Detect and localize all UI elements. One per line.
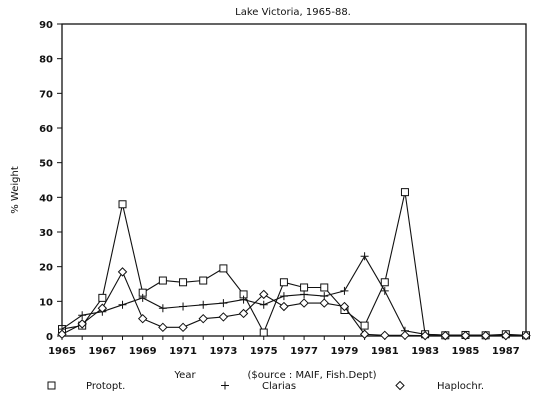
data-point-haplochr (77, 319, 87, 329)
x-tick-label: 1973 (209, 346, 237, 357)
data-point-haplochr (97, 303, 108, 313)
series-line-clarias (61, 255, 527, 336)
legend-marker-protopt (47, 381, 56, 390)
y-tick-label: 0 (46, 332, 53, 343)
data-point-protopt (320, 283, 329, 292)
data-point-haplochr (259, 289, 269, 300)
plot-frame (61, 23, 527, 337)
y-tick-label: 60 (39, 124, 53, 135)
x-tick-label: 1977 (290, 346, 318, 357)
y-tick-label: 40 (39, 193, 53, 204)
y-tick-label: 70 (39, 89, 53, 100)
x-tick-label: 1967 (88, 346, 116, 357)
legend-label-clarias: Clarias (262, 381, 296, 392)
data-point-protopt (360, 321, 369, 330)
x-tick-label: 1985 (452, 346, 480, 357)
data-point-haplochr (238, 308, 249, 319)
y-tick-label: 90 (39, 20, 53, 31)
series-protopt (58, 188, 530, 340)
legend: Protopt. Clarias Haplochr. (47, 380, 484, 392)
data-point-clarias (199, 300, 208, 309)
data-point-clarias (279, 292, 288, 301)
data-point-haplochr (400, 330, 410, 341)
chart-title: Lake Victoria, 1965-88. (235, 7, 351, 18)
data-point-clarias (118, 300, 127, 309)
y-tick-label: 50 (39, 159, 53, 170)
data-point-haplochr (117, 267, 128, 277)
y-tick-label: 80 (39, 55, 53, 66)
data-point-clarias (78, 311, 87, 320)
data-point-protopt (98, 293, 107, 302)
x-tick-label: 1983 (411, 346, 439, 357)
data-point-haplochr (57, 329, 67, 339)
data-point-protopt (400, 188, 409, 197)
data-point-protopt (199, 276, 208, 285)
series-line-protopt (61, 191, 527, 336)
data-point-haplochr (158, 322, 168, 333)
series-clarias (58, 252, 530, 340)
y-tick-label: 30 (39, 228, 53, 239)
data-point-clarias (158, 304, 167, 313)
x-tick-label: 1981 (371, 346, 399, 357)
data-point-protopt (219, 264, 228, 273)
data-point-haplochr (339, 301, 350, 312)
data-point-protopt (118, 200, 127, 209)
series-layer (57, 188, 531, 341)
data-point-clarias (300, 290, 309, 299)
data-point-haplochr (440, 330, 451, 341)
y-tick-label: 20 (39, 263, 53, 274)
data-point-haplochr (178, 322, 188, 333)
data-point-protopt (279, 278, 288, 287)
source-note: ($ource : MAIF, Fish.Dept) (247, 370, 376, 381)
legend-marker-clarias (221, 381, 229, 390)
series-line-haplochr (61, 270, 526, 337)
data-point-haplochr (380, 330, 390, 341)
data-point-haplochr (420, 330, 430, 341)
data-point-protopt (179, 278, 188, 287)
y-axis-label: % Weight (10, 166, 21, 214)
y-tick-label: 10 (39, 297, 53, 308)
x-axis-label: Year (173, 370, 196, 381)
data-point-clarias (179, 302, 188, 311)
data-point-haplochr (198, 313, 208, 324)
x-tick-label: 1971 (169, 346, 197, 357)
data-point-protopt (380, 278, 389, 287)
data-point-haplochr (299, 298, 309, 308)
x-tick-label: 1987 (492, 346, 520, 357)
data-point-haplochr (460, 330, 471, 341)
data-point-clarias (239, 295, 248, 304)
x-tick-label: 1975 (250, 346, 278, 357)
data-point-haplochr (521, 330, 531, 341)
data-point-clarias (259, 300, 268, 309)
legend-label-haplochr: Haplochr. (437, 381, 484, 392)
data-point-haplochr (279, 301, 289, 312)
series-haplochr (57, 267, 531, 341)
data-point-clarias (219, 299, 228, 308)
x-tick-label: 1969 (129, 346, 157, 357)
data-point-haplochr (501, 330, 511, 341)
data-point-haplochr (137, 313, 148, 324)
x-axis-ticks: 1965 1967 1969 1971 1973 1975 1977 1979 1981 1983… (48, 336, 527, 357)
y-axis-ticks: 0 10 20 30 40 50 60 70 80 90 (39, 20, 62, 343)
legend-label-protopt: Protopt. (86, 381, 125, 392)
data-point-clarias (138, 293, 147, 302)
x-tick-label: 1979 (331, 346, 359, 357)
data-point-protopt (158, 276, 167, 285)
data-point-clarias (380, 286, 389, 295)
data-point-clarias (360, 252, 369, 261)
data-point-haplochr (359, 329, 370, 339)
legend-marker-haplochr (395, 380, 405, 391)
data-point-protopt (259, 328, 268, 337)
data-point-protopt (300, 283, 309, 292)
data-point-clarias (340, 286, 349, 295)
data-point-haplochr (218, 312, 229, 322)
x-tick-label: 1965 (48, 346, 76, 357)
data-point-haplochr (480, 330, 491, 341)
data-point-haplochr (319, 298, 329, 308)
